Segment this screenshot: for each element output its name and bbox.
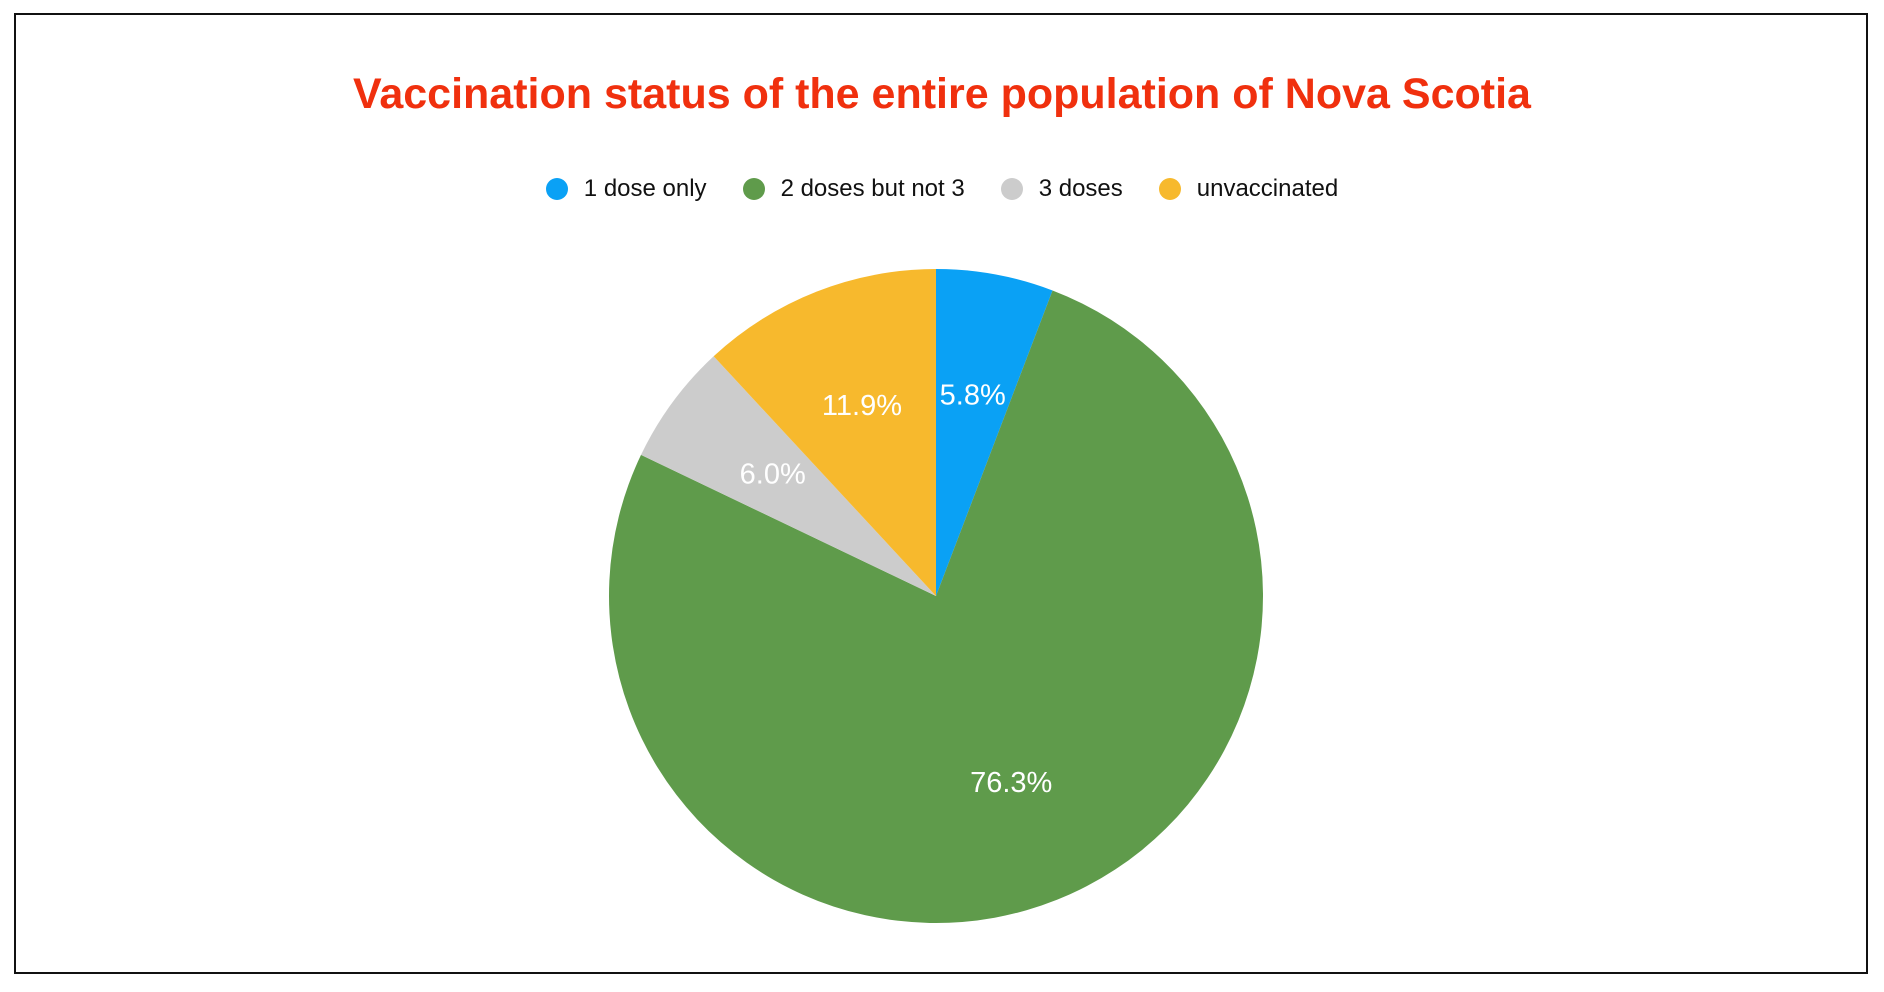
chart-title: Vaccination status of the entire populat… <box>353 70 1531 118</box>
legend-label-1-dose-only: 1 dose only <box>583 175 707 202</box>
pie-label-2-doses-but-not-3: 76.3% <box>970 767 1052 799</box>
pie-slice-3-doses[interactable] <box>641 356 936 596</box>
pie-slice-1-dose-only[interactable] <box>936 269 1053 596</box>
pie-slice-unvaccinated[interactable] <box>713 269 936 596</box>
pie-label-1-dose-only: 5.8% <box>940 379 1006 411</box>
legend-item-2-doses-but-not-3[interactable]: 2 doses but not 3 <box>742 175 965 203</box>
pie-label-unvaccinated: 11.9% <box>822 390 902 422</box>
legend-label-3-doses: 3 doses <box>1038 175 1123 202</box>
legend-label-unvaccinated: unvaccinated <box>1196 175 1339 202</box>
pie-slice-2-doses-but-not-3[interactable] <box>609 290 1263 923</box>
legend-item-3-doses[interactable]: 3 doses <box>1000 175 1123 203</box>
legend-label-2-doses-but-not-3: 2 doses but not 3 <box>780 175 965 202</box>
legend-item-unvaccinated[interactable]: unvaccinated <box>1158 175 1339 203</box>
pie-label-3-doses: 6.0% <box>740 458 806 490</box>
legend-swatch-2-doses-but-not-3 <box>742 178 765 200</box>
legend-swatch-1-dose-only <box>545 178 568 200</box>
legend-swatch-unvaccinated <box>1158 178 1181 200</box>
legend-swatch-3-doses <box>1000 178 1023 200</box>
legend-item-1-dose-only[interactable]: 1 dose only <box>545 175 707 203</box>
chart-legend: 1 dose only 2 doses but not 3 3 doses un… <box>0 175 1884 203</box>
